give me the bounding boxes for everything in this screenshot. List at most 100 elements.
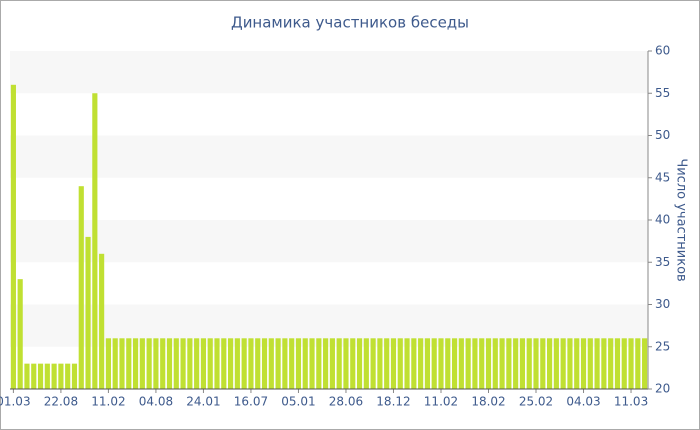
x-tick-label: 11.02 — [424, 395, 458, 409]
bar — [24, 363, 30, 389]
bar — [431, 338, 437, 389]
bar — [377, 338, 383, 389]
bar — [492, 338, 498, 389]
x-tick-label: 05.01 — [281, 395, 315, 409]
bar — [65, 363, 71, 389]
bar — [71, 363, 78, 389]
bar — [513, 338, 519, 389]
bar — [282, 338, 288, 389]
y-tick-label: 25 — [655, 339, 670, 353]
x-tick-label: 22.08 — [44, 395, 78, 409]
bar — [411, 338, 417, 389]
bar — [58, 363, 64, 389]
bar — [336, 338, 342, 389]
x-tick-label: 04.03 — [566, 395, 600, 409]
bar — [51, 363, 57, 389]
bar — [44, 363, 50, 389]
bar — [194, 338, 200, 389]
bar — [153, 338, 159, 389]
bar — [92, 93, 98, 389]
bar — [499, 338, 505, 389]
bar — [105, 338, 111, 389]
grid-band — [10, 304, 648, 347]
bar — [397, 338, 403, 389]
bar — [295, 338, 302, 389]
bar — [323, 338, 329, 389]
bar — [540, 338, 546, 389]
x-tick-label: 11.02 — [91, 395, 125, 409]
bar — [126, 338, 132, 389]
bar — [451, 338, 458, 389]
bar — [621, 338, 627, 389]
bar — [594, 338, 600, 389]
bar — [567, 338, 573, 389]
bar — [363, 338, 369, 389]
bar — [221, 338, 227, 389]
bar — [628, 338, 634, 389]
x-tick-label: 01.03 — [0, 395, 31, 409]
bar — [187, 338, 193, 389]
bar — [85, 236, 91, 389]
bar — [458, 338, 464, 389]
bar — [350, 338, 356, 389]
bar — [390, 338, 397, 389]
bar — [601, 338, 607, 389]
grid-band — [10, 220, 648, 263]
bar — [370, 338, 376, 389]
bar — [506, 338, 512, 389]
bar — [214, 338, 220, 389]
bar — [418, 338, 424, 389]
x-tick-label: 25.02 — [519, 395, 553, 409]
bar — [248, 338, 254, 389]
bar — [574, 338, 580, 389]
chart-title: Динамика участников беседы — [231, 14, 469, 32]
x-tick-label: 11.03 — [614, 395, 648, 409]
bar — [10, 84, 16, 390]
bar — [146, 338, 152, 389]
bar — [343, 338, 349, 389]
bar — [635, 338, 641, 389]
x-tick-label: 16.07 — [234, 395, 268, 409]
bar — [465, 338, 471, 389]
y-tick-label: 60 — [655, 44, 670, 58]
bar — [309, 338, 315, 389]
bar — [200, 338, 207, 389]
bar — [17, 279, 23, 389]
bar — [533, 338, 539, 389]
bar — [207, 338, 213, 389]
grid-band — [10, 51, 648, 94]
bar — [472, 338, 478, 389]
bar — [526, 338, 532, 389]
y-tick-label: 20 — [655, 382, 670, 396]
bar — [547, 338, 553, 389]
x-tick-label: 18.02 — [471, 395, 505, 409]
y-tick-label: 45 — [655, 170, 670, 184]
y-tick-label: 35 — [655, 255, 670, 269]
bar — [553, 338, 559, 389]
x-tick-label: 28.06 — [329, 395, 363, 409]
x-tick-label: 18.12 — [376, 395, 410, 409]
x-tick-label: 24.01 — [186, 395, 220, 409]
bar — [445, 338, 451, 389]
y-tick-label: 30 — [655, 297, 670, 311]
bar — [275, 338, 281, 389]
bar — [485, 338, 492, 389]
bar — [404, 338, 410, 389]
bar — [329, 338, 335, 389]
bar — [384, 338, 390, 389]
bar — [234, 338, 240, 389]
bar — [356, 338, 363, 389]
bar — [228, 338, 234, 389]
bar — [173, 338, 179, 389]
bar — [614, 338, 621, 389]
bar — [241, 338, 247, 389]
bar — [268, 338, 274, 389]
bar — [119, 338, 125, 389]
bar — [580, 338, 587, 389]
bar — [316, 338, 322, 389]
bar — [255, 338, 261, 389]
y-tick-label: 40 — [655, 213, 670, 227]
bar — [112, 338, 118, 389]
bar — [424, 338, 430, 389]
